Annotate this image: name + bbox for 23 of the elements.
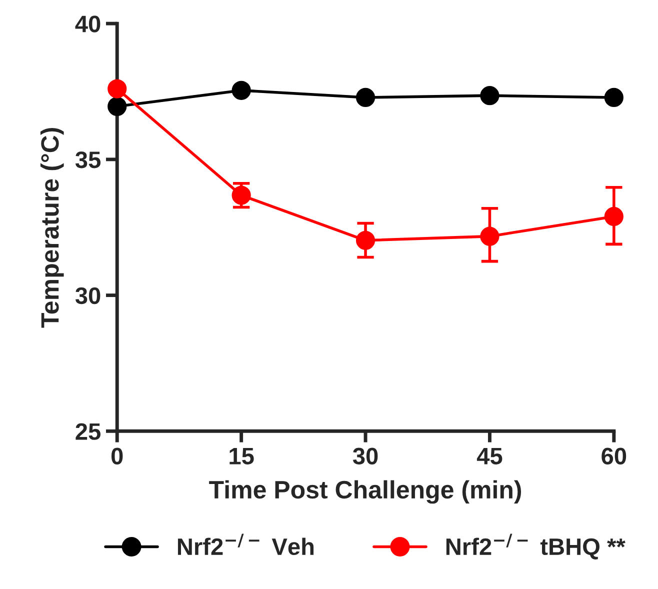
point: [232, 186, 251, 205]
x-axis-title: Time Post Challenge (min): [209, 480, 522, 504]
point: [604, 206, 624, 226]
y-tick-label: 35: [75, 151, 100, 168]
y-tick-label: 40: [75, 16, 100, 32]
point: [356, 88, 376, 108]
x-tick-label: 60: [602, 448, 626, 464]
x-tick-label: 45: [476, 448, 502, 464]
legend-label: Nrf2$^{−/−}$ tBHQ **: [446, 534, 626, 560]
y-tick-label: 30: [75, 287, 100, 304]
x-tick-label: 15: [230, 448, 254, 464]
x-tick-label: 0: [111, 448, 123, 464]
point: [232, 80, 251, 100]
y-tick-label: 25: [76, 423, 100, 440]
legend-label: Nrf2$^{−/−}$ Veh: [178, 534, 314, 556]
point: [480, 86, 500, 106]
point: [480, 226, 500, 246]
point: [604, 88, 624, 108]
x-tick-label: 30: [352, 448, 378, 464]
point: [356, 230, 376, 250]
y-axis-title: Temperature (°C): [40, 128, 64, 328]
point: [108, 79, 127, 98]
point: [108, 96, 127, 116]
